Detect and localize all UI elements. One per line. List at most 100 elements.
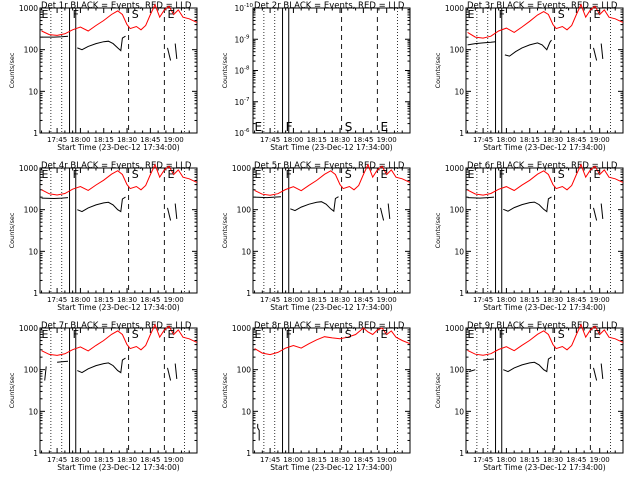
y-tick-label: 10 [28,247,38,256]
y-tick-exponent: -9 [244,34,250,40]
y-axis-label: Counts/sec [8,212,16,248]
events-series-line [167,47,172,61]
event-marker-letter: E [42,8,49,21]
x-axis-label: Start Time (23-Dec-12 17:34:00) [57,463,179,472]
x-tick-label: 18:00 [496,296,516,304]
events-series-line [44,366,47,381]
event-marker-letter: E [255,328,262,341]
x-tick-label: 18:45 [566,296,586,304]
event-marker-letter: F [499,328,505,341]
plot-frame [252,167,411,294]
y-axis-label: Counts/sec [434,212,442,248]
event-marker-letter: F [499,8,505,21]
events-series-line [504,39,552,57]
x-axis-label: Start Time (23-Dec-12 17:34:00) [270,463,392,472]
event-marker-letter: F [286,328,292,341]
x-tick-label: 18:15 [307,456,327,464]
x-tick-label: 18:45 [353,456,373,464]
event-marker-letter: E [468,328,475,341]
panel-title: Det 4r BLACK = Events, RED = LLD [41,161,192,171]
event-marker-letter: S [132,8,139,21]
detector-panel-8: Det 8r BLACK = Events, RED = LLD Counts/s… [221,321,411,472]
y-tick-label: 1 [459,129,464,138]
event-marker-letter: E [593,328,600,341]
panel-title: Det 1r BLACK = Events, RED = LLD [41,1,192,11]
detector-panel-3: Det 3r BLACK = Events, RED = LLD Counts/s… [434,1,624,152]
x-axis-label: Start Time (23-Dec-12 17:34:00) [270,143,392,152]
events-series-line [57,360,69,363]
panel-title: Det 5r BLACK = Events, RED = LLD [254,161,405,171]
y-tick-label: 10 [234,4,244,13]
plot-frame [39,167,198,294]
y-tick-exponent: -7 [244,97,250,103]
events-series-line [41,35,69,38]
y-tick-label: 10 [454,247,464,256]
events-series-line [600,43,604,59]
plot-frame [465,7,624,134]
event-marker-letter: E [167,168,174,181]
y-axis-label: Counts/sec [434,52,442,88]
y-tick-label: 100 [450,206,465,215]
event-marker-letter: F [286,120,293,134]
x-tick-label: 18:30 [117,296,137,304]
y-tick-label: 1000 [445,4,464,13]
panel-title: Det 8r BLACK = Events, RED = LLD [254,321,405,331]
x-tick-label: 18:00 [70,456,90,464]
plot-frame [39,7,198,134]
detector-panel-2: Det 2r BLACK = Events, RED = LLD Counts/s… [221,1,411,152]
y-axis-label: Counts/sec [221,52,229,88]
event-marker-letter: E [380,328,387,341]
x-tick-label: 18:45 [566,136,586,144]
x-tick-label: 18:15 [94,136,114,144]
y-tick-label: 100 [24,206,39,215]
y-tick-exponent: -6 [244,128,250,134]
lld-series-line [467,163,624,196]
x-axis-label: Start Time (23-Dec-12 17:34:00) [270,303,392,312]
x-tick-label: 18:45 [353,296,373,304]
x-tick-label: 18:45 [140,296,160,304]
y-tick-label: 1000 [445,164,464,173]
x-tick-label: 17:45 [260,296,280,304]
event-marker-letter: E [42,168,49,181]
y-axis-label: Counts/sec [8,52,16,88]
panel-title: Det 2r BLACK = Events, RED = LLD [254,1,405,11]
event-marker-letter: S [132,168,139,181]
event-marker-letter: E [593,8,600,21]
event-marker-letter: E [255,168,262,181]
x-tick-label: 18:15 [520,136,540,144]
y-tick-label: 10 [454,87,464,96]
y-tick-label: 10 [28,87,38,96]
x-tick-label: 17:45 [47,456,67,464]
y-tick-label: 10 [234,129,244,138]
lld-series-line [254,163,411,196]
event-marker-letter: S [558,328,565,341]
y-tick-label: 100 [450,46,465,55]
x-tick-label: 18:30 [330,456,350,464]
event-marker-letter: F [73,328,79,341]
events-series-line [257,423,260,441]
x-axis-label: Start Time (23-Dec-12 17:34:00) [483,303,605,312]
x-tick-label: 18:00 [283,296,303,304]
x-tick-label: 18:30 [117,456,137,464]
plot-frame [39,327,198,454]
y-tick-label: 1 [246,449,251,458]
x-tick-label: 18:30 [543,296,563,304]
x-tick-label: 18:15 [307,136,327,144]
event-marker-letter: F [499,168,505,181]
x-tick-label: 18:15 [520,456,540,464]
y-tick-label: 1 [459,289,464,298]
events-series-line [593,367,598,381]
event-marker-letter: E [593,168,600,181]
y-tick-label: 100 [237,366,252,375]
event-marker-letter: S [345,168,352,181]
events-series-line [468,369,476,373]
event-marker-letter: E [468,168,475,181]
events-series-line [174,43,178,59]
x-tick-label: 17:45 [473,296,493,304]
detector-panel-6: Det 6r BLACK = Events, RED = LLD Counts/s… [434,161,624,312]
panel-title: Det 7r BLACK = Events, RED = LLD [41,321,192,331]
event-marker-letter: S [558,8,565,21]
y-tick-label: 1 [33,289,38,298]
events-series-line [167,207,172,221]
event-marker-letter: E [380,120,388,134]
